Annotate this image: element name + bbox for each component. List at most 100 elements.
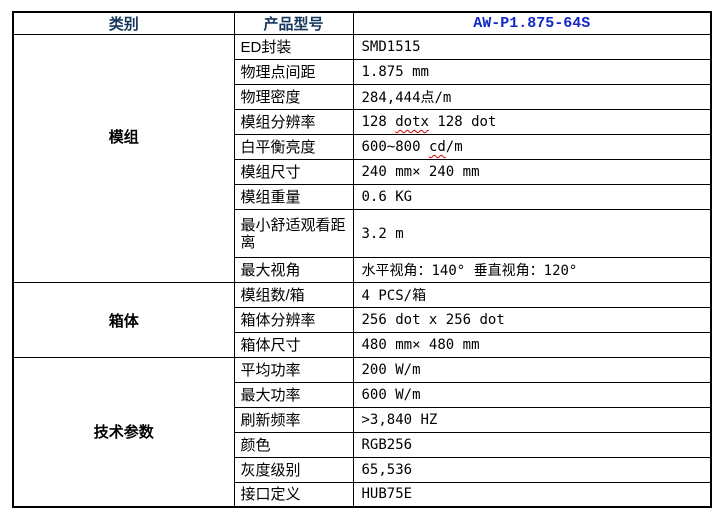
table-row: 最小舒适观看距离 3.2 m bbox=[13, 209, 712, 258]
spec-value: 240 mm× 240 mm bbox=[361, 164, 480, 180]
spec-label: 灰度级别 bbox=[240, 461, 301, 479]
spec-value-cell: 284,444点/m bbox=[352, 84, 712, 110]
spec-label: 平均功率 bbox=[240, 361, 301, 379]
spec-label-cell: 箱体分辨率 bbox=[233, 307, 354, 333]
spec-label-cell: 灰度级别 bbox=[233, 457, 354, 483]
spec-label: 刷新频率 bbox=[240, 411, 301, 429]
spec-value: 256 dot x 256 dot bbox=[361, 312, 505, 328]
spec-value: 480 mm× 480 mm bbox=[361, 337, 480, 353]
spec-value: 水平视角：140° 垂直视角：120° bbox=[361, 263, 578, 279]
spec-label-cell: 颜色 bbox=[233, 432, 354, 458]
table-row: 技术参数 平均功率 200 W/m bbox=[12, 357, 712, 507]
table-row: 模组尺寸 240 mm× 240 mm bbox=[13, 159, 712, 185]
spec-value: RGB256 bbox=[361, 437, 413, 453]
spec-label-cell: 白平衡亮度 bbox=[233, 134, 354, 160]
spec-label: 最小舒适观看距离 bbox=[240, 216, 346, 251]
spec-value-cell: 65,536 bbox=[352, 457, 712, 483]
spec-label: 最大功率 bbox=[240, 386, 301, 404]
spec-label: 颜色 bbox=[240, 436, 271, 454]
table-row: 模组分辨率 128 dotx 128 dot bbox=[13, 109, 712, 135]
spec-label: 接口定义 bbox=[240, 485, 301, 503]
spec-value-cell: 240 mm× 240 mm bbox=[352, 159, 712, 185]
table-row: 颜色 RGB256 bbox=[13, 432, 712, 458]
spec-label-cell: 模组重量 bbox=[233, 184, 354, 210]
spec-label: 箱体尺寸 bbox=[240, 336, 301, 354]
table-header-row: 类别 产品型号 AW-P1.875-64S bbox=[12, 11, 712, 35]
spec-value: 128 bbox=[361, 114, 396, 130]
spec-label-cell: 模组分辨率 bbox=[233, 109, 354, 135]
product-spec-table: 类别 产品型号 AW-P1.875-64S 模组 ED封装 SMD1515 物理… bbox=[12, 11, 712, 508]
spec-label: 物理点间距 bbox=[240, 63, 316, 81]
category-cell-tech: 技术参数 bbox=[12, 357, 235, 507]
category-label: 模组 bbox=[108, 129, 139, 146]
spec-label: 物理密度 bbox=[240, 88, 301, 106]
spec-label: 白平衡亮度 bbox=[240, 138, 316, 156]
table-row: 模组 ED封装 SMD1515 bbox=[12, 34, 712, 283]
category-label: 技术参数 bbox=[93, 424, 154, 442]
spec-label: 模组重量 bbox=[240, 188, 301, 206]
spec-label: 模组分辨率 bbox=[240, 113, 316, 131]
table-row: 箱体分辨率 256 dot x 256 dot bbox=[13, 307, 712, 333]
spec-label-cell: 物理点间距 bbox=[233, 59, 354, 85]
table-row: 白平衡亮度 600~800 cd/m bbox=[13, 134, 712, 160]
spec-value-cell: 3.2 m bbox=[352, 209, 712, 258]
header-model-number: AW-P1.875-64S bbox=[352, 11, 712, 35]
table-row: 物理密度 284,444点/m bbox=[13, 84, 712, 110]
category-cell-module: 模组 bbox=[12, 34, 235, 283]
spec-value-cell: 256 dot x 256 dot bbox=[352, 307, 712, 333]
spec-value: 284,444点/m bbox=[361, 90, 452, 106]
spec-value: >3,840 HZ bbox=[361, 412, 438, 428]
spec-label-cell: 物理密度 bbox=[233, 84, 354, 110]
header-model-col-label: 产品型号 bbox=[263, 16, 324, 33]
spec-value-cell: 0.6 KG bbox=[352, 184, 712, 210]
table-row: 最大视角 水平视角：140° 垂直视角：120° bbox=[13, 257, 712, 283]
spec-value-cell: 600~800 cd/m bbox=[352, 134, 712, 160]
spec-label: 模组尺寸 bbox=[240, 163, 301, 181]
spec-value-cell: >3,840 HZ bbox=[352, 407, 712, 433]
model-number-text: AW-P1.875-64S bbox=[473, 15, 591, 32]
spec-label-cell: 模组数/箱 bbox=[233, 282, 354, 308]
spec-value: 600 W/m bbox=[361, 387, 421, 403]
spec-label-cell: 模组尺寸 bbox=[233, 159, 354, 185]
table-row: 箱体 模组数/箱 4 PCS/箱 bbox=[12, 282, 712, 358]
spec-value-cell: SMD1515 bbox=[352, 34, 712, 60]
spec-label-cell: 刷新频率 bbox=[233, 407, 354, 433]
spec-value: 0.6 KG bbox=[361, 189, 413, 205]
spec-label-cell: 最大视角 bbox=[233, 257, 354, 283]
spec-value: 3.2 m bbox=[361, 225, 404, 242]
spec-value-end: /m bbox=[445, 139, 463, 155]
spec-value-cell: RGB256 bbox=[352, 432, 712, 458]
spec-value-cell: 200 W/m bbox=[352, 357, 712, 383]
spec-label-cell: 箱体尺寸 bbox=[233, 332, 354, 358]
misspelled-text: cd bbox=[428, 139, 446, 155]
spec-label-cell: ED封装 bbox=[233, 34, 354, 60]
spec-value: 4 PCS/箱 bbox=[361, 288, 427, 304]
spec-value-cell: 1.875 mm bbox=[352, 59, 712, 85]
table-row: 物理点间距 1.875 mm bbox=[13, 59, 712, 85]
spec-label-cell: 平均功率 bbox=[233, 357, 354, 383]
spec-value-cell: 4 PCS/箱 bbox=[352, 282, 712, 308]
header-model-col: 产品型号 bbox=[233, 11, 354, 35]
misspelled-text: dotx bbox=[395, 114, 429, 130]
spec-value-cell: 水平视角：140° 垂直视角：120° bbox=[352, 257, 712, 283]
spec-value-cell: 128 dotx 128 dot bbox=[352, 109, 712, 135]
spec-label-cell: 接口定义 bbox=[233, 482, 354, 507]
spec-label: 箱体分辨率 bbox=[240, 311, 316, 329]
spec-value: 1.875 mm bbox=[361, 64, 429, 80]
table-row: 接口定义 HUB75E bbox=[13, 482, 712, 507]
spec-value: HUB75E bbox=[361, 486, 413, 503]
spec-label: ED封装 bbox=[240, 38, 292, 56]
spec-value-cell: HUB75E bbox=[352, 482, 712, 507]
table-row: 灰度级别 65,536 bbox=[13, 457, 712, 483]
header-category: 类别 bbox=[12, 11, 235, 35]
spec-label: 最大视角 bbox=[240, 261, 301, 279]
spec-value: 200 W/m bbox=[361, 362, 421, 378]
spec-value: 600~800 bbox=[361, 139, 429, 155]
header-category-label: 类别 bbox=[108, 16, 139, 33]
spec-label-cell: 最大功率 bbox=[233, 382, 354, 408]
spec-label-cell: 最小舒适观看距离 bbox=[233, 209, 354, 258]
spec-value-end: 128 dot bbox=[428, 114, 497, 130]
table-row: 模组重量 0.6 KG bbox=[13, 184, 712, 210]
category-cell-cabinet: 箱体 bbox=[12, 282, 235, 358]
